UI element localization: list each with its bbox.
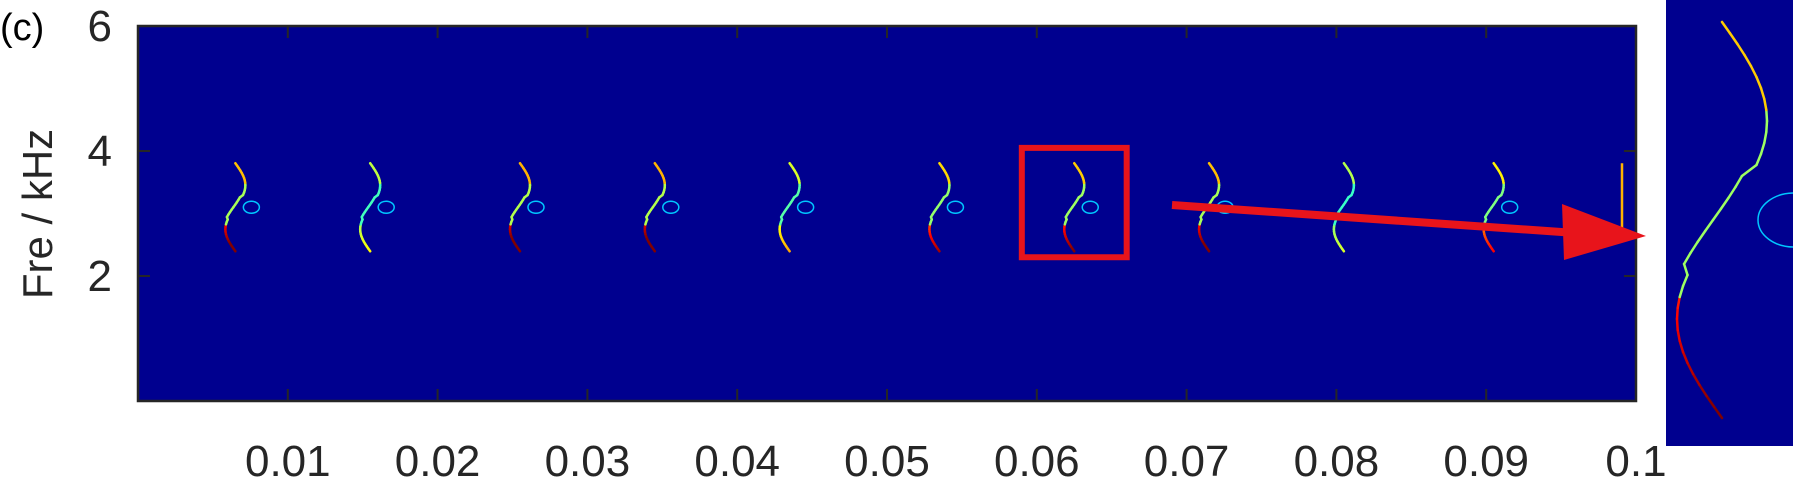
zoom-arrow-shaft (1171, 201, 1591, 238)
inset-signature-segment (1743, 53, 1753, 68)
inset-signature-segment (1698, 383, 1708, 398)
inset-signature-segment (1681, 273, 1689, 288)
x-tick-label: 0.09 (1443, 437, 1529, 481)
signature-1 (224, 162, 261, 253)
axis-ticks (138, 25, 1637, 401)
signature-4-loop (662, 200, 680, 214)
signature-6 (928, 162, 965, 253)
inset-signature-segment (1676, 295, 1681, 310)
y-tick-label: 4 (88, 127, 112, 176)
inset-signature-segment (1763, 97, 1768, 112)
signature-2 (358, 162, 395, 253)
x-tick-label: 0.03 (545, 437, 631, 481)
signature-10-segment (1492, 162, 1497, 167)
signature-6-segment (938, 162, 943, 167)
signature-5 (778, 162, 815, 253)
inset-signature-segment (1691, 372, 1701, 387)
y-tick-label: 2 (88, 252, 112, 301)
inset-signature-segment (1763, 130, 1768, 145)
x-tick-label: 0.02 (395, 437, 481, 481)
inset-signature-segment (1682, 251, 1692, 266)
inset-signature-segment (1676, 328, 1681, 343)
x-tick-label: 0.07 (1144, 437, 1230, 481)
signature-4-segment (653, 162, 658, 167)
y-tick-labels: 2 4 6 (88, 2, 112, 301)
inset-signature-segment (1765, 108, 1769, 123)
inset-signature-segment (1736, 42, 1746, 57)
inset-signature-segment (1759, 141, 1766, 156)
x-tick-label: 0.08 (1294, 437, 1380, 481)
signature-1-loop (242, 200, 261, 214)
signature-layer (224, 162, 1624, 253)
inset-signature-segment (1720, 20, 1732, 35)
inset-signature-segment (1678, 284, 1685, 299)
inset-signature-segment (1689, 240, 1699, 255)
x-tick-label: 0.01 (245, 437, 331, 481)
inset-signature-segment (1686, 361, 1695, 376)
inset-signature-segment (1755, 152, 1763, 167)
signature-7-loop (1081, 200, 1099, 214)
x-tick-label: 0.04 (694, 437, 780, 481)
inset-signature-segment (1682, 262, 1689, 277)
panel-label: (c) (0, 7, 44, 49)
zoom-inset-signature (1675, 20, 1793, 420)
inset-signature-segment (1755, 75, 1763, 90)
inset-signature-segment (1712, 405, 1724, 420)
x-tick-label: 0.06 (994, 437, 1080, 481)
inset-signature-segment (1719, 196, 1730, 211)
signature-5-loop (796, 200, 815, 214)
inset-signature-segment (1740, 163, 1758, 178)
signature-3 (508, 162, 545, 253)
signature-2-loop (377, 200, 395, 214)
signature-5-segment (788, 162, 793, 167)
inset-signature-segment (1711, 207, 1723, 222)
signature-7 (1063, 162, 1099, 253)
y-axis-label: Fre / kHz (14, 129, 61, 299)
inset-signature-segment (1678, 339, 1685, 354)
inset-signature-segment (1675, 317, 1679, 332)
inset-signature-segment (1749, 64, 1758, 79)
zoom-arrow (1171, 201, 1646, 260)
x-tick-label: 0.1 (1605, 437, 1666, 481)
highlight-box (1018, 144, 1130, 261)
x-tick-label: 0.05 (844, 437, 930, 481)
signature-4 (643, 162, 680, 253)
signature-3-loop (527, 200, 545, 214)
inset-signature-segment (1681, 350, 1689, 365)
zoom-inset-background (1666, 0, 1793, 446)
inset-signature-segment (1675, 306, 1679, 321)
inset-signature-segment (1765, 119, 1769, 134)
inset-signature-segment (1728, 31, 1739, 46)
inset-signature-segment (1759, 86, 1766, 101)
signature-2-segment (368, 162, 374, 167)
inset-signature-segment (1703, 218, 1715, 233)
signature-3-segment (518, 162, 523, 167)
signature-10-loop (1500, 200, 1519, 214)
signature-6-loop (946, 200, 965, 214)
zoom-arrow-head (1562, 204, 1646, 260)
signature-9-segment (1342, 162, 1347, 167)
inset-signature-segment (1696, 229, 1707, 244)
signature-1-segment (234, 162, 239, 167)
signature-7-segment (1073, 162, 1078, 167)
inset-signature-loop (1757, 192, 1793, 248)
x-tick-labels: 0.01 0.02 0.03 0.04 0.05 0.06 0.07 0.08 0.09 0.1 (245, 437, 1667, 481)
signature-9 (1332, 162, 1356, 253)
spectrogram-plot: 0.01 0.02 0.03 0.04 0.05 0.06 0.07 0.08 0.09 0.1 … (14, 2, 1667, 481)
inset-signature-segment (1734, 174, 1744, 189)
inset-signature-segment (1705, 394, 1716, 409)
inset-signature-segment (1727, 185, 1737, 200)
y-tick-label: 6 (88, 2, 112, 51)
zoom-inset (1666, 0, 1793, 446)
signature-8-segment (1207, 162, 1213, 167)
signature-10 (1482, 162, 1519, 253)
